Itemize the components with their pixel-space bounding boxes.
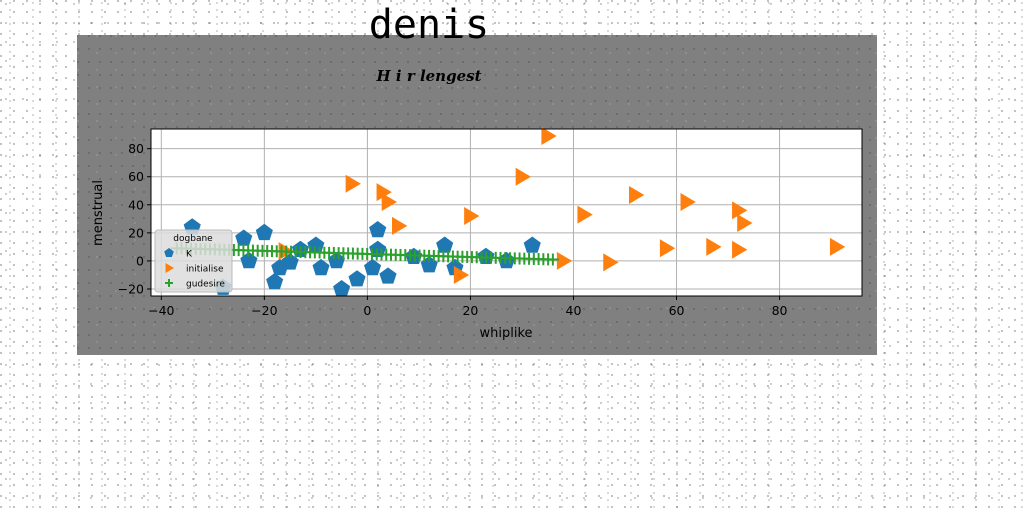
data-point [392, 216, 408, 235]
x-tick-label: −20 [251, 303, 277, 318]
legend-marker [165, 279, 173, 287]
figure-title: denis [368, 2, 490, 48]
series-gudesire [170, 242, 559, 266]
data-point [379, 267, 397, 284]
data-point [312, 258, 330, 276]
data-point [369, 221, 387, 238]
data-point [376, 183, 392, 202]
data-point [345, 174, 361, 193]
y-tick-label: 0 [136, 253, 144, 268]
data-point [541, 127, 557, 146]
x-tick-label: 40 [566, 303, 582, 318]
data-point [680, 192, 696, 211]
data-point [255, 223, 273, 241]
legend-label: initialise [186, 265, 224, 275]
data-point [603, 253, 619, 272]
legend-box [154, 229, 233, 293]
data-point [348, 270, 366, 287]
data-marks [170, 127, 846, 297]
data-point [364, 258, 382, 276]
legend-label: K [186, 250, 193, 260]
data-point [732, 201, 748, 220]
data-point [546, 253, 559, 266]
x-axis-label: whiplike [479, 326, 532, 341]
legend-marker [164, 248, 174, 257]
axis-ticks: −40 −20 0 20 40 60 80 −20 0 20 40 60 80 [118, 141, 788, 318]
data-point [515, 167, 531, 186]
y-tick-label: −20 [118, 281, 144, 296]
x-tick-label: 60 [669, 303, 685, 318]
data-point [629, 185, 645, 204]
data-point [436, 236, 454, 253]
y-tick-label: 80 [128, 141, 144, 156]
legend-title: dogbane [173, 234, 213, 244]
data-point [464, 207, 480, 226]
data-point [732, 240, 748, 259]
y-tick-label: 20 [128, 225, 144, 240]
legend-marker [165, 263, 174, 273]
y-tick-label: 60 [128, 169, 144, 184]
legend-label: gudesire [186, 280, 225, 290]
plot-frame [150, 128, 863, 297]
data-point [659, 239, 676, 258]
data-point [829, 237, 846, 256]
plot-area [151, 129, 862, 296]
data-point [577, 205, 593, 224]
x-tick-label: −40 [148, 303, 174, 318]
x-tick-label: 80 [772, 303, 788, 318]
data-point [381, 192, 397, 211]
data-point [266, 273, 284, 290]
data-point [235, 229, 253, 246]
data-point [453, 265, 470, 284]
data-point [737, 214, 753, 233]
data-point [706, 237, 722, 256]
y-axis-label: menstrual [91, 180, 106, 246]
data-point [523, 236, 541, 253]
data-point [333, 280, 351, 297]
x-tick-label: 0 [363, 303, 371, 318]
series-initialise [278, 127, 846, 284]
chart-title: H i r lengest [376, 67, 482, 85]
data-point [327, 251, 345, 269]
data-point [556, 251, 573, 270]
x-tick-label: 20 [462, 303, 478, 318]
y-tick-label: 40 [128, 197, 144, 212]
